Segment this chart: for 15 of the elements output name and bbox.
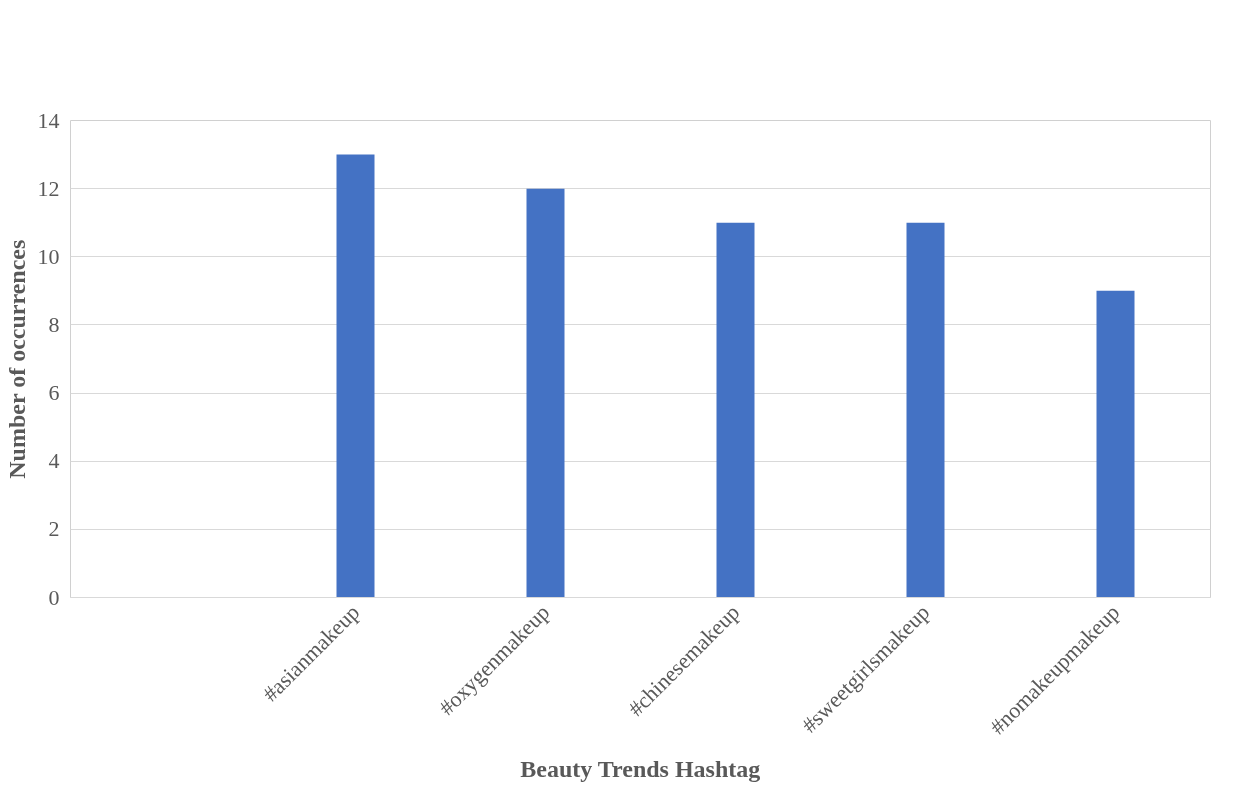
bar (1096, 290, 1135, 598)
y-axis-title: Number of occurrences (3, 239, 30, 479)
bar (526, 188, 565, 598)
y-tick-label: 8 (48, 311, 60, 337)
y-tick-label: 12 (37, 175, 60, 201)
bar (336, 154, 375, 598)
y-tick-label: 10 (37, 243, 60, 269)
y-tick-label: 2 (48, 516, 60, 542)
y-tick-label: 6 (48, 380, 60, 406)
x-axis-title: Beauty Trends Hashtag (520, 756, 761, 782)
y-tick-label: 14 (37, 107, 60, 133)
bar (906, 222, 945, 598)
y-tick-label: 0 (48, 584, 60, 610)
y-tick-label: 4 (48, 448, 60, 474)
bar (716, 222, 755, 598)
